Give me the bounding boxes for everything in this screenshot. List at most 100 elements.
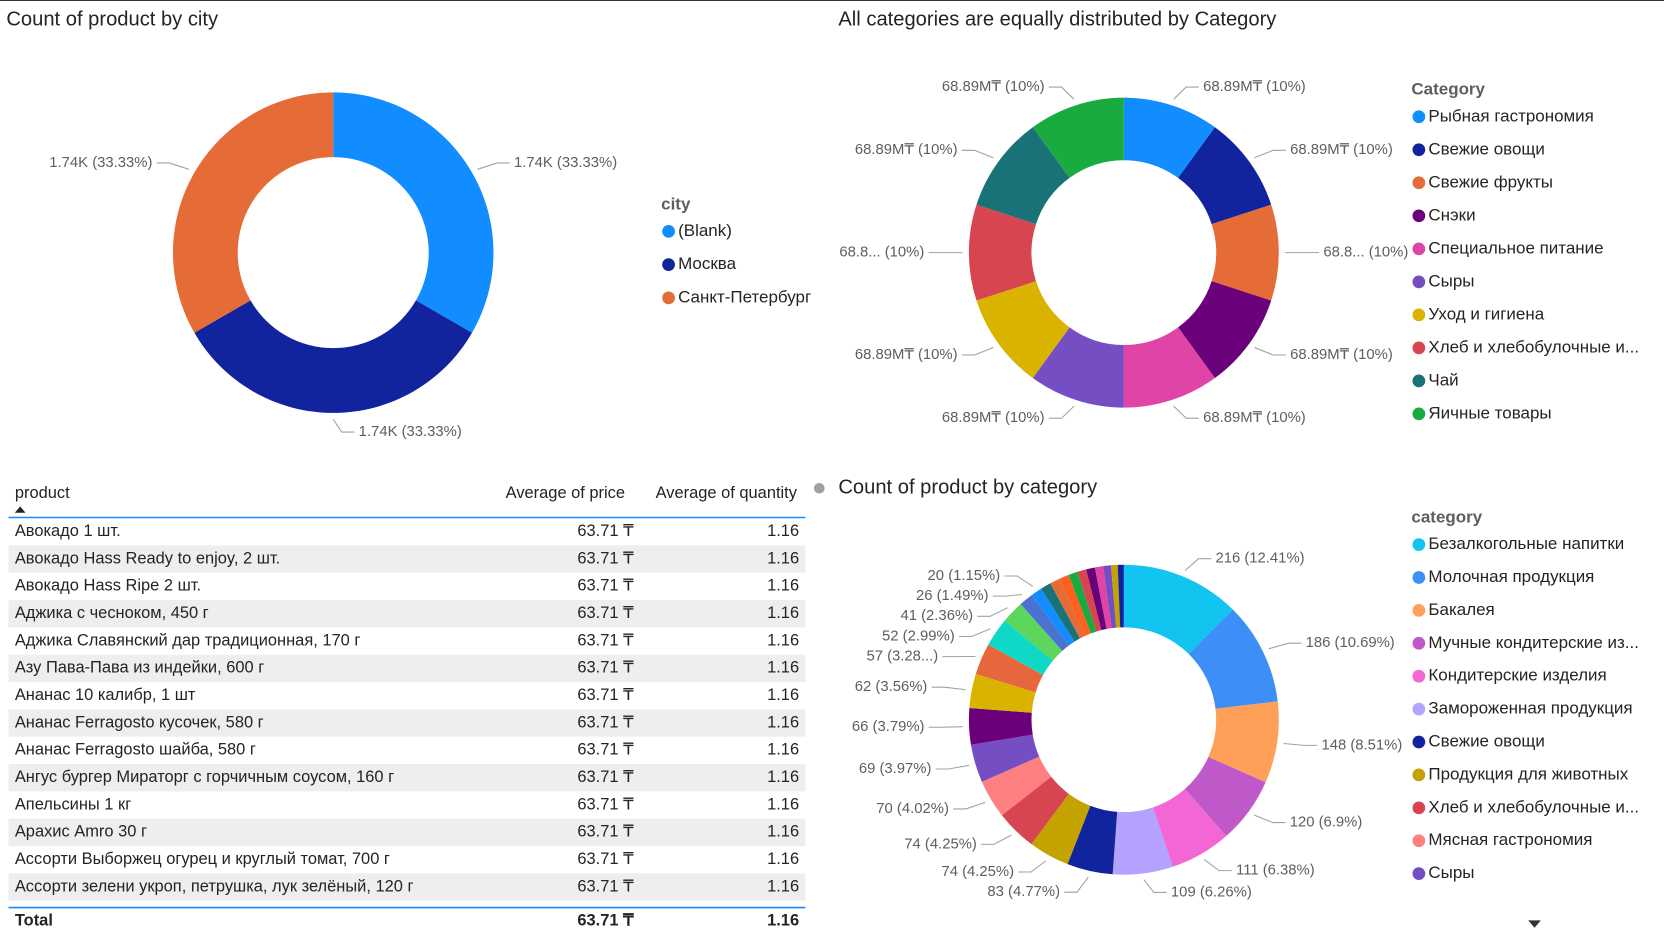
legend-marker[interactable] <box>1412 538 1426 551</box>
chart-title: Count of product by city <box>6 8 219 30</box>
donut-slice[interactable] <box>1059 574 1091 636</box>
donut-slice[interactable] <box>1031 793 1091 865</box>
donut-slice[interactable] <box>1041 583 1081 642</box>
legend-label[interactable]: Молочная продукция <box>1428 567 1594 586</box>
donut-slice[interactable] <box>1094 566 1112 629</box>
donut-slice[interactable] <box>1117 564 1124 628</box>
legend-marker[interactable] <box>1412 176 1426 190</box>
legend-marker[interactable] <box>1412 768 1426 782</box>
legend-label[interactable]: Уход и гигиена <box>1428 304 1544 323</box>
legend-marker[interactable] <box>1412 571 1426 584</box>
donut-slice[interactable] <box>1103 565 1117 629</box>
leader-line <box>928 726 963 728</box>
donut-slice[interactable] <box>975 644 1044 693</box>
legend-marker[interactable] <box>1412 110 1426 124</box>
legend-marker[interactable] <box>662 258 675 272</box>
legend-marker[interactable] <box>662 291 675 305</box>
legend-label[interactable]: Продукция для животных <box>1428 764 1628 783</box>
donut-slice[interactable] <box>1067 805 1118 875</box>
legend-marker[interactable] <box>1412 407 1426 421</box>
donut-slice[interactable] <box>172 92 334 333</box>
donut-slice[interactable] <box>1032 97 1124 178</box>
legend-marker[interactable] <box>1412 209 1426 223</box>
legend-marker[interactable] <box>1412 341 1426 355</box>
legend-label[interactable]: Сыры <box>1428 863 1474 882</box>
donut-slice[interactable] <box>1086 567 1107 631</box>
donut-slice[interactable] <box>968 204 1037 301</box>
legend-label[interactable]: Свежие фрукты <box>1428 172 1553 191</box>
donut-slice[interactable] <box>1032 327 1124 408</box>
legend-marker[interactable] <box>1412 275 1426 289</box>
donut-slice[interactable] <box>1031 588 1075 646</box>
donut-slice[interactable] <box>1077 569 1102 632</box>
legend-label[interactable]: (Blank) <box>678 221 732 240</box>
legend-marker[interactable] <box>1412 143 1426 157</box>
donut-slice[interactable] <box>1110 564 1121 628</box>
legend-marker[interactable] <box>1412 604 1426 617</box>
legend-label[interactable]: Сыры <box>1428 271 1474 290</box>
legend-scroll-arrow[interactable] <box>1528 920 1541 928</box>
legend-label[interactable]: Хлеб и хлебобулочные и... <box>1428 337 1639 356</box>
legend-label[interactable]: Снэки <box>1428 205 1475 224</box>
legend-marker[interactable] <box>1412 735 1426 749</box>
legend-label[interactable]: Кондитерские изделия <box>1428 666 1606 685</box>
legend-label[interactable]: Мясная гастрономия <box>1428 830 1592 849</box>
donut-slice[interactable] <box>976 281 1070 379</box>
legend-marker[interactable] <box>1412 636 1426 650</box>
legend-marker[interactable] <box>662 225 675 238</box>
donut-slice[interactable] <box>1123 327 1215 408</box>
legend-label[interactable]: Мучные кондитерские из... <box>1428 633 1639 652</box>
donut-slice[interactable] <box>1178 281 1272 379</box>
donut-slice[interactable] <box>1184 756 1266 837</box>
column-header[interactable]: product <box>15 484 70 502</box>
leader-line <box>1173 405 1199 419</box>
donut-slice[interactable] <box>1211 204 1279 301</box>
legend-label[interactable]: Хлеб и хлебобулочные и... <box>1428 797 1639 816</box>
legend-label[interactable]: Специальное питание <box>1428 238 1603 257</box>
legend-label[interactable]: Рыбная гастрономия <box>1428 106 1593 125</box>
legend-label[interactable]: Свежие овощи <box>1428 139 1544 158</box>
donut-slice[interactable] <box>333 92 494 333</box>
donut-slice[interactable] <box>970 734 1040 782</box>
legend-marker[interactable] <box>1412 801 1426 815</box>
legend-label[interactable]: Свежие овощи <box>1428 731 1544 750</box>
donut-slice[interactable] <box>1004 604 1063 661</box>
legend-label[interactable]: Безалкогольные напитки <box>1428 534 1624 553</box>
legend-label[interactable]: Чай <box>1428 370 1458 389</box>
legend-label[interactable]: Санкт-Петербург <box>678 287 811 306</box>
legend-marker[interactable] <box>1412 834 1426 848</box>
donut-slice[interactable] <box>1050 578 1086 639</box>
legend-label[interactable]: Москва <box>678 254 736 273</box>
legend-marker[interactable] <box>1412 669 1426 683</box>
donut-slice[interactable] <box>1020 594 1070 651</box>
column-header[interactable]: Average of quantity <box>656 484 798 502</box>
donut-slice[interactable] <box>1068 571 1097 634</box>
leader-line <box>992 593 1023 597</box>
donut-slice[interactable] <box>1208 701 1279 783</box>
legend-label[interactable]: Бакалея <box>1428 600 1494 619</box>
legend-marker[interactable] <box>1412 242 1426 256</box>
table-cell: 1.16 <box>767 686 799 704</box>
donut-slice[interactable] <box>1112 807 1173 875</box>
legend-label[interactable]: Замороженная продукция <box>1428 699 1632 718</box>
legend-marker[interactable] <box>1412 867 1426 881</box>
donut-slice[interactable] <box>1153 789 1227 867</box>
legend-marker[interactable] <box>1412 374 1426 388</box>
legend-label[interactable]: Яичные товары <box>1428 403 1551 422</box>
donut-slice[interactable] <box>1188 609 1278 709</box>
column-header[interactable]: Average of price <box>506 484 625 502</box>
legend-marker[interactable] <box>1412 308 1426 322</box>
legend-marker[interactable] <box>1412 702 1426 716</box>
sort-arrow[interactable] <box>14 506 26 513</box>
donut-slice[interactable] <box>968 707 1033 745</box>
donut-slice[interactable] <box>988 620 1053 675</box>
donut-slice[interactable] <box>976 127 1070 225</box>
donut-slice[interactable] <box>1001 776 1069 845</box>
donut-slice[interactable] <box>969 673 1036 713</box>
donut-slice[interactable] <box>1178 127 1272 225</box>
donut-slice[interactable] <box>1123 97 1215 178</box>
donut-slice[interactable] <box>194 300 473 413</box>
donut-slice[interactable] <box>1123 564 1233 655</box>
leader-line <box>332 419 355 433</box>
donut-slice[interactable] <box>981 756 1052 816</box>
